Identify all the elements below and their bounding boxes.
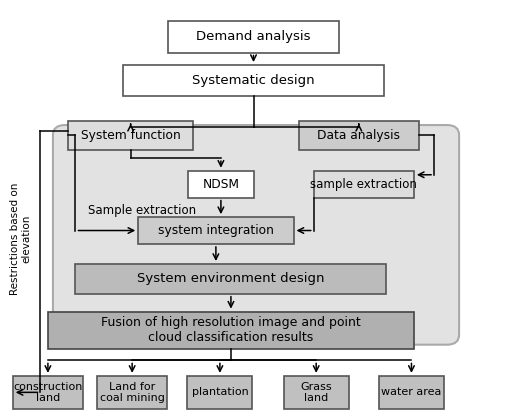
Bar bbox=[138, 217, 294, 244]
Bar bbox=[68, 121, 193, 150]
Text: Systematic design: Systematic design bbox=[192, 74, 315, 87]
Text: Demand analysis: Demand analysis bbox=[196, 31, 311, 43]
Text: NDSM: NDSM bbox=[202, 178, 239, 191]
Text: Restrictions based on
elevation: Restrictions based on elevation bbox=[10, 183, 31, 295]
Bar bbox=[13, 376, 83, 409]
Text: plantation: plantation bbox=[192, 387, 248, 397]
Text: Data analysis: Data analysis bbox=[317, 129, 401, 142]
Bar bbox=[283, 376, 349, 409]
Text: Grass
land: Grass land bbox=[300, 381, 332, 403]
Bar bbox=[76, 264, 386, 294]
Bar bbox=[48, 312, 414, 349]
Text: Land for
coal mining: Land for coal mining bbox=[100, 381, 165, 403]
Bar bbox=[314, 171, 414, 197]
Bar bbox=[188, 171, 254, 197]
Text: system integration: system integration bbox=[158, 224, 274, 237]
Bar bbox=[123, 65, 384, 96]
Text: Sample extraction: Sample extraction bbox=[88, 204, 196, 217]
Bar bbox=[187, 376, 252, 409]
Text: water area: water area bbox=[381, 387, 442, 397]
FancyBboxPatch shape bbox=[53, 125, 459, 345]
Bar bbox=[168, 21, 339, 52]
Text: sample extraction: sample extraction bbox=[310, 178, 417, 191]
Text: System function: System function bbox=[81, 129, 180, 142]
Bar bbox=[299, 121, 419, 150]
Bar bbox=[97, 376, 167, 409]
Text: Fusion of high resolution image and point
cloud classification results: Fusion of high resolution image and poin… bbox=[101, 316, 361, 344]
Text: construction
land: construction land bbox=[13, 381, 83, 403]
Text: System environment design: System environment design bbox=[137, 272, 324, 285]
Bar bbox=[379, 376, 444, 409]
